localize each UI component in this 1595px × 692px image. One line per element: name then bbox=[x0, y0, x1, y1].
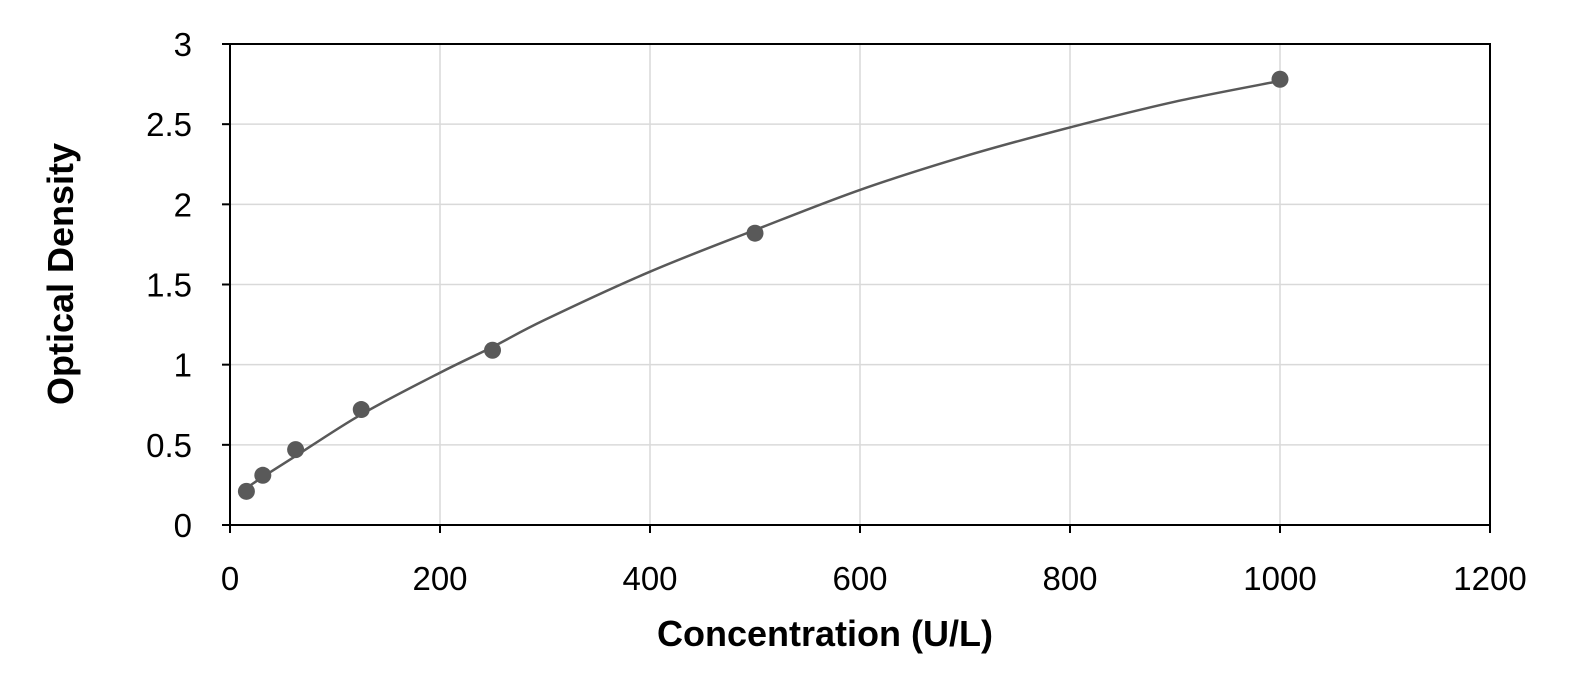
y-tick-label: 2.5 bbox=[146, 106, 192, 143]
grid-lines bbox=[230, 44, 1490, 525]
y-tick-label: 3 bbox=[174, 26, 192, 63]
tick-labels: 0 200 400 600 800 1000 1200 0 0.5 1 1.5 2 2.5 3 bbox=[146, 26, 1527, 597]
y-tick-label: 2 bbox=[174, 186, 192, 223]
fit-curve bbox=[245, 79, 1281, 490]
y-tick-label: 0.5 bbox=[146, 427, 192, 464]
y-tick-label: 1.5 bbox=[146, 267, 192, 304]
data-point bbox=[287, 441, 305, 459]
x-tick-label: 400 bbox=[622, 560, 677, 597]
x-axis-title: Concentration (U/L) bbox=[657, 613, 993, 654]
trendline-layer bbox=[245, 79, 1281, 490]
y-tick-label: 0 bbox=[174, 507, 192, 544]
data-point bbox=[1271, 70, 1289, 88]
data-point bbox=[237, 482, 255, 500]
data-points bbox=[237, 70, 1289, 500]
y-tick-label: 1 bbox=[174, 347, 192, 384]
axis-ticks bbox=[222, 43, 1491, 533]
x-tick-label: 1200 bbox=[1453, 560, 1526, 597]
y-axis-title: Optical Density bbox=[40, 143, 81, 405]
x-tick-label: 0 bbox=[221, 560, 239, 597]
data-point bbox=[484, 341, 501, 359]
x-tick-label: 1000 bbox=[1243, 560, 1316, 597]
data-point bbox=[746, 224, 764, 242]
data-point bbox=[352, 401, 370, 419]
x-tick-label: 800 bbox=[1042, 560, 1097, 597]
data-point bbox=[254, 466, 272, 484]
x-tick-label: 600 bbox=[832, 560, 887, 597]
x-tick-label: 200 bbox=[412, 560, 467, 597]
